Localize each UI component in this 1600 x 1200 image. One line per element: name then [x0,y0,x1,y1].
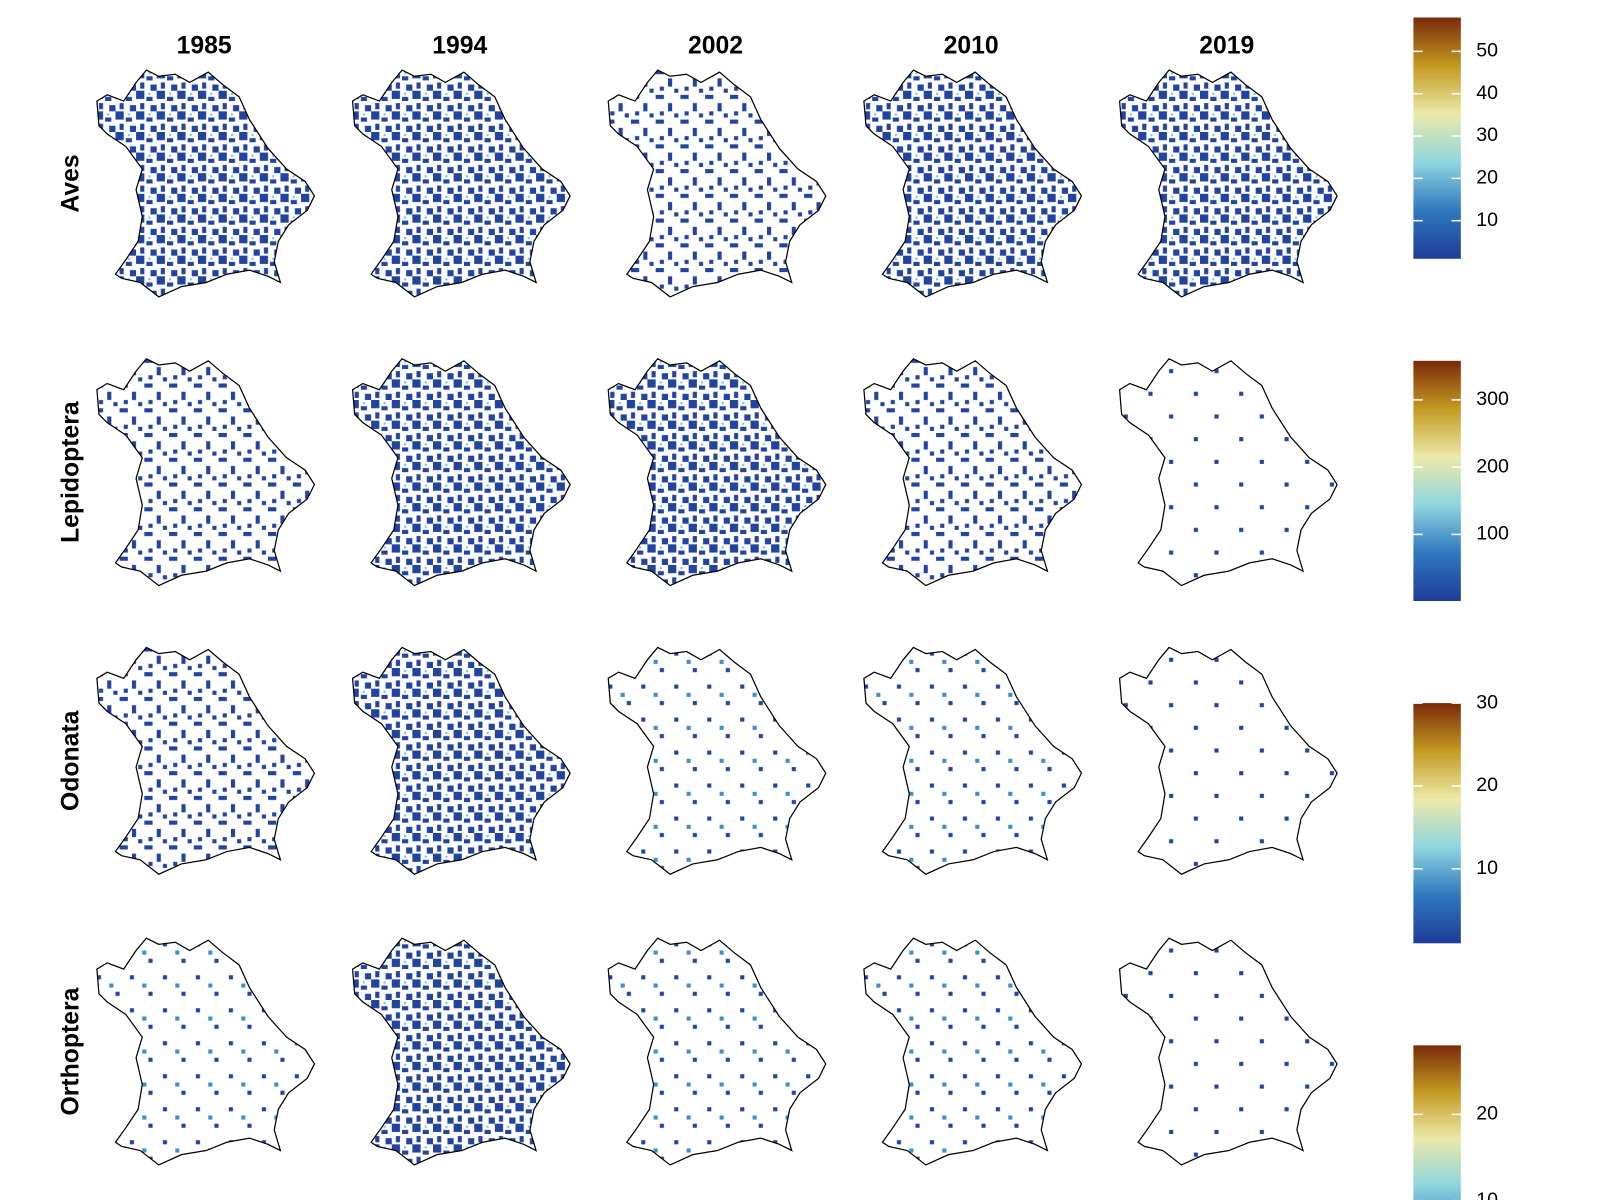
map-panel [96,646,316,875]
map-cells [608,938,826,1165]
colorbar-tick-label: 20 [1476,1103,1498,1125]
colorbar-tick-label: 20 [1476,167,1498,189]
map-cells [863,358,1082,586]
map-panel [863,69,1083,298]
colorbar [1413,703,1461,944]
map-cells [608,358,826,586]
colorbar-tick-label: 10 [1476,857,1498,879]
row-label: Aves [57,154,84,212]
map-cells [863,938,1082,1165]
map-panel [96,358,316,587]
column-title: 1985 [177,33,232,60]
colorbar-tick-label: 30 [1476,691,1498,713]
map-panel [607,937,827,1166]
map-cells [352,647,571,875]
map-cells [863,647,1082,875]
map-panel [607,69,827,298]
map-panel [863,937,1083,1166]
map-cells [863,70,1082,297]
column-title: 2002 [688,33,743,60]
map-cells [96,358,315,586]
row-label: Lepidoptera [57,401,84,543]
map-cells [352,358,571,586]
map-panel [1118,937,1338,1166]
map-panel [351,358,571,587]
row-label: Orthoptera [57,987,84,1115]
map-panel [1118,646,1338,875]
map-cells [96,647,315,875]
map-panel [96,69,316,298]
colorbar-tick-label: 40 [1476,82,1498,104]
colorbar-tick-label: 20 [1476,774,1498,796]
map-cells [608,647,826,875]
map-cells [352,938,571,1165]
column-title: 2010 [944,33,999,60]
colorbar-tick-label: 10 [1476,209,1498,231]
map-panel [863,358,1083,587]
map-panel [351,69,571,298]
map-cells [608,70,826,297]
colorbar-tick-label: 100 [1476,523,1509,545]
map-panel [863,646,1083,875]
colorbar-tick-label: 200 [1476,455,1509,477]
colorbar-tick-label: 10 [1476,1189,1498,1200]
map-panel [351,646,571,875]
column-title: 1994 [432,33,487,60]
colorbar [1413,17,1461,259]
colorbar [1413,360,1461,602]
map-cells [1119,358,1338,586]
map-cells [1119,938,1338,1165]
map-panel [96,937,316,1166]
column-title: 2019 [1199,33,1254,60]
map-panel [351,937,571,1166]
row-label: Odonata [57,710,84,811]
map-panel [607,358,827,587]
map-panel [607,646,827,875]
map-cells [352,70,571,297]
map-panel [1118,358,1338,587]
map-cells [96,70,315,297]
map-cells [1119,70,1338,297]
map-cells [1119,647,1338,875]
map-panel [1118,69,1338,298]
colorbar-tick-label: 30 [1476,124,1498,146]
map-cells [96,938,315,1165]
colorbar-tick-label: 300 [1476,388,1509,410]
colorbar [1413,1045,1461,1200]
colorbar-tick-label: 50 [1476,40,1498,62]
